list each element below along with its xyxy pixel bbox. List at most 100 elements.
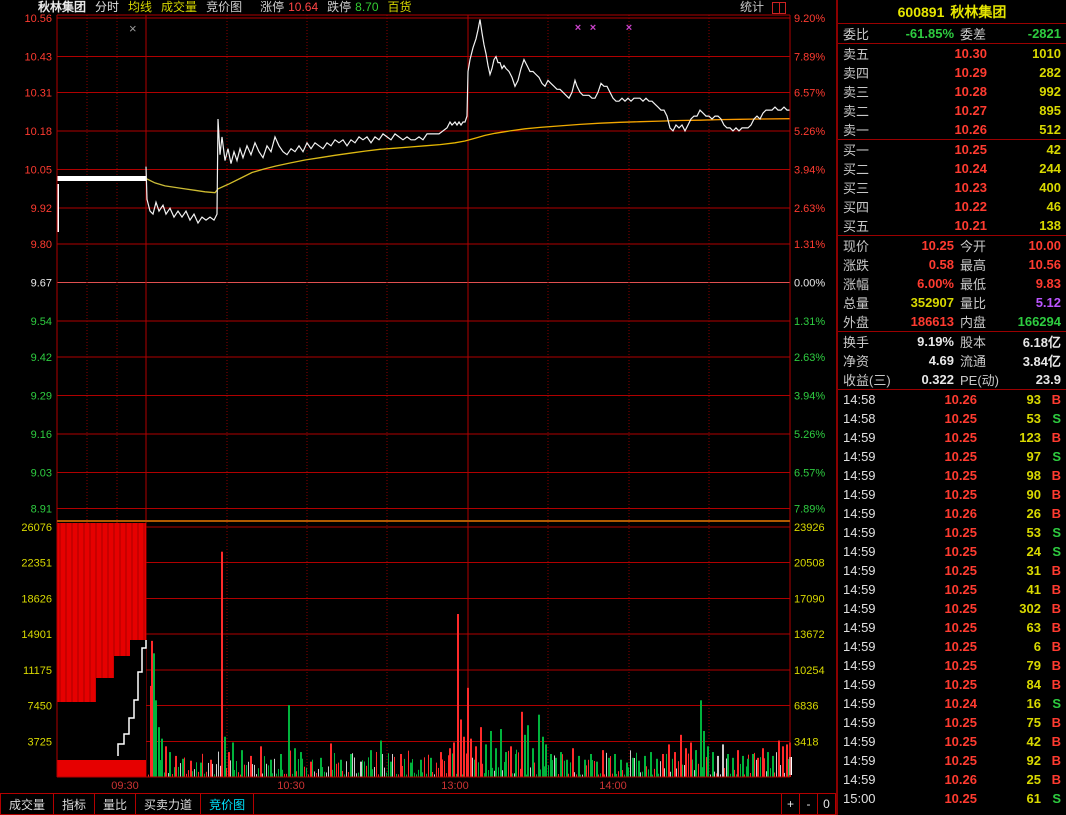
volume-bar bbox=[630, 750, 631, 777]
ask-row-label: 卖三 bbox=[843, 85, 870, 100]
bid-row-volume: 42 bbox=[1046, 142, 1061, 157]
quote-row-label1: 总量 bbox=[843, 296, 870, 311]
volume-bar bbox=[372, 769, 373, 777]
bottom-tab-买卖力道[interactable]: 买卖力道 bbox=[136, 794, 202, 814]
weibi-row: 委比 -61.85% 委差 -2821 bbox=[838, 24, 1066, 44]
bid-row-volume: 138 bbox=[1039, 218, 1061, 233]
quote-row-value2: 9.83 bbox=[1035, 276, 1061, 291]
panel-layout-icon[interactable] bbox=[772, 2, 786, 14]
volume-bar bbox=[394, 756, 395, 777]
volume-bar bbox=[206, 771, 207, 777]
volume-axis-label-left: 11175 bbox=[23, 665, 52, 677]
volume-bar bbox=[428, 754, 429, 777]
volume-bar bbox=[262, 773, 263, 777]
volume-bar bbox=[658, 773, 659, 777]
volume-bar bbox=[266, 763, 267, 777]
tick-volume: 26 bbox=[1026, 506, 1041, 521]
bid-row: 买四 10.22 46 bbox=[838, 197, 1066, 216]
zoom-in-button[interactable]: + bbox=[781, 794, 799, 814]
volume-bar bbox=[472, 757, 473, 777]
volume-bar bbox=[558, 774, 559, 777]
volume-bar bbox=[504, 761, 505, 777]
ask-row: 卖五 10.30 1010 bbox=[838, 44, 1066, 63]
volume-bar bbox=[586, 765, 587, 777]
reset-button[interactable]: 0 bbox=[817, 794, 836, 814]
bottom-tab-竞价图[interactable]: 竞价图 bbox=[201, 794, 255, 814]
ask-row-volume: 895 bbox=[1039, 103, 1061, 118]
volume-bar bbox=[495, 748, 497, 777]
tick-side: B bbox=[1051, 487, 1061, 502]
tick-volume: 61 bbox=[1026, 791, 1041, 806]
quote-row-label2: 最低 bbox=[960, 277, 987, 292]
volume-bar bbox=[410, 762, 412, 777]
pct-axis-label: 3.94% bbox=[794, 390, 825, 402]
fin-row-value2: 3.84亿 bbox=[1022, 354, 1061, 369]
view-tab-成交量[interactable]: 成交量 bbox=[161, 0, 198, 14]
volume-axis-label-right: 20508 bbox=[794, 558, 825, 570]
ask-row: 卖三 10.28 992 bbox=[838, 82, 1066, 101]
tick-row: 14:59 10.25 75 B bbox=[838, 713, 1066, 732]
weicha-value: -2821 bbox=[1027, 26, 1061, 41]
volume-bar bbox=[702, 767, 703, 777]
tick-time: 14:59 bbox=[843, 753, 876, 768]
tick-price: 10.25 bbox=[944, 677, 977, 692]
volume-bar bbox=[717, 755, 719, 777]
zoom-out-button[interactable]: - bbox=[799, 794, 817, 814]
volume-bar bbox=[382, 753, 383, 777]
volume-axis-label-left: 14901 bbox=[21, 629, 52, 641]
stats-button[interactable]: 统计 bbox=[740, 0, 765, 14]
volume-bar bbox=[354, 757, 355, 777]
top-toolbar: 秋林集团 分时 均线 成交量 竞价图 涨停 10.64 跌停 8.70 百货 统计 bbox=[0, 0, 836, 15]
view-tab-均线[interactable]: 均线 bbox=[128, 0, 153, 14]
stock-title: 秋林集团 bbox=[38, 0, 87, 14]
volume-bar bbox=[334, 752, 335, 777]
volume-bar bbox=[270, 759, 272, 777]
sector-link[interactable]: 百货 bbox=[387, 0, 412, 14]
bottom-tab-量比[interactable]: 量比 bbox=[95, 794, 137, 814]
ask-row-price: 10.29 bbox=[954, 65, 987, 80]
volume-bar bbox=[148, 774, 149, 777]
volume-bar bbox=[298, 758, 299, 777]
tick-time: 14:59 bbox=[843, 430, 876, 445]
tick-side: B bbox=[1051, 753, 1061, 768]
volume-bar bbox=[467, 687, 469, 777]
volume-bar bbox=[478, 762, 479, 777]
volume-bar bbox=[406, 774, 407, 777]
ask-queue: 卖五 10.30 1010 卖四 10.29 282 卖三 10.28 992 卖二 10.27 89… bbox=[838, 44, 1066, 140]
quote-row-label2: 今开 bbox=[960, 239, 987, 254]
tick-list[interactable]: 14:58 10.26 93 B 14:58 10.25 53 S 14:59 10.25 123 B… bbox=[838, 390, 1066, 808]
bid-row-price: 10.23 bbox=[954, 180, 987, 195]
volume-bar bbox=[161, 738, 163, 777]
view-tab-竞价图[interactable]: 竞价图 bbox=[206, 0, 243, 14]
volume-bar bbox=[767, 752, 769, 777]
close-icon[interactable]: × bbox=[129, 21, 137, 36]
quote-row-value2: 10.56 bbox=[1028, 257, 1061, 272]
volume-bar bbox=[646, 766, 647, 777]
volume-bar bbox=[416, 774, 417, 777]
volume-bar bbox=[346, 761, 347, 777]
quote-row: 总量 352907 量比 5.12 bbox=[838, 293, 1066, 312]
volume-bar bbox=[250, 755, 252, 777]
bottom-tab-指标[interactable]: 指标 bbox=[54, 794, 96, 814]
tick-row: 15:00 10.25 61 S bbox=[838, 789, 1066, 808]
volume-bar bbox=[584, 759, 586, 777]
view-tabs: 分时 均线 成交量 竞价图 bbox=[95, 0, 251, 15]
ask-row-label: 卖一 bbox=[843, 123, 870, 138]
volume-bar bbox=[338, 762, 339, 777]
volume-bar bbox=[457, 614, 459, 777]
volume-bar bbox=[688, 753, 689, 777]
volume-bar bbox=[580, 774, 581, 777]
volume-bar bbox=[782, 746, 784, 777]
bottom-tab-成交量[interactable]: 成交量 bbox=[0, 794, 55, 814]
bid-row-volume: 46 bbox=[1046, 199, 1061, 214]
tick-price: 10.25 bbox=[944, 468, 977, 483]
volume-bar bbox=[684, 765, 685, 777]
tick-time: 14:59 bbox=[843, 677, 876, 692]
volume-bar bbox=[449, 748, 451, 777]
bid-row-label: 买三 bbox=[843, 181, 870, 196]
chart-plot-area[interactable] bbox=[57, 15, 790, 777]
view-tab-分时[interactable]: 分时 bbox=[95, 0, 120, 14]
fin-row-value1: 9.19% bbox=[917, 334, 954, 349]
tick-side: B bbox=[1051, 601, 1061, 616]
trade-marker-icon: × bbox=[626, 22, 632, 34]
